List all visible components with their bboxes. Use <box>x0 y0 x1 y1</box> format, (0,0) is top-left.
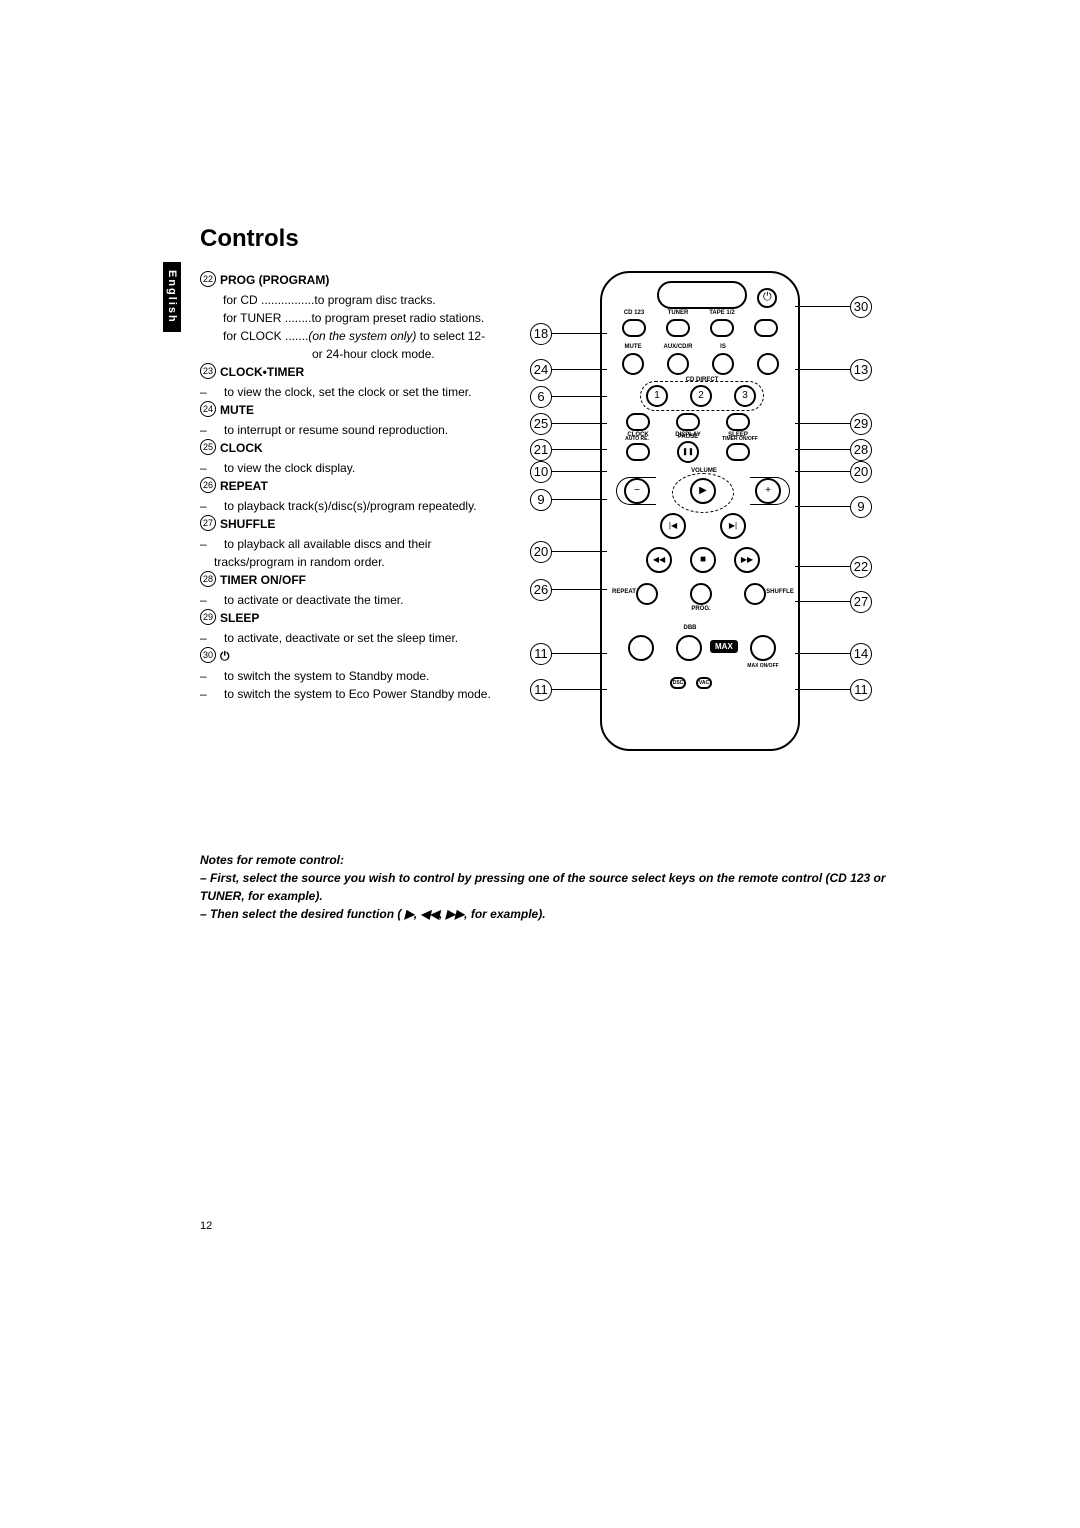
play-btn: ▶ <box>690 478 716 504</box>
page-number: 12 <box>200 1220 212 1232</box>
callout-10: 10 <box>530 461 552 483</box>
callout-11: 11 <box>530 679 552 701</box>
callout-24: 24 <box>530 359 552 381</box>
callout-30: 30 <box>850 296 872 318</box>
language-tab: English <box>163 262 181 332</box>
remote-body: CD 123 TUNER TAPE 1/2 MUTE AUX/CD/R IS <box>600 271 800 751</box>
callout-28: 28 <box>850 439 872 461</box>
remote-notes: Notes for remote control: – First, selec… <box>200 851 900 923</box>
tuner-btn <box>666 319 690 337</box>
mute-btn <box>622 353 644 375</box>
callout-22: 22 <box>850 556 872 578</box>
callout-13: 13 <box>850 359 872 381</box>
callout-21: 21 <box>530 439 552 461</box>
page-title: Controls <box>200 225 900 253</box>
callout-20: 20 <box>530 541 552 563</box>
callout-14: 14 <box>850 643 872 665</box>
power-btn-icon <box>757 288 777 308</box>
callout-26: 26 <box>530 579 552 601</box>
callout-29: 29 <box>850 413 872 435</box>
callout-18: 18 <box>530 323 552 345</box>
callout-11: 11 <box>530 643 552 665</box>
callout-9: 9 <box>850 496 872 518</box>
callout-25: 25 <box>530 413 552 435</box>
callout-11: 11 <box>850 679 872 701</box>
controls-list: 22PROG (PROGRAM)for CD ................ … <box>200 271 510 761</box>
callout-9: 9 <box>530 489 552 511</box>
callout-20: 20 <box>850 461 872 483</box>
callout-6: 6 <box>530 386 552 408</box>
callout-27: 27 <box>850 591 872 613</box>
tape-btn <box>710 319 734 337</box>
remote-diagram: CD 123 TUNER TAPE 1/2 MUTE AUX/CD/R IS <box>530 271 880 761</box>
cd123-btn <box>622 319 646 337</box>
